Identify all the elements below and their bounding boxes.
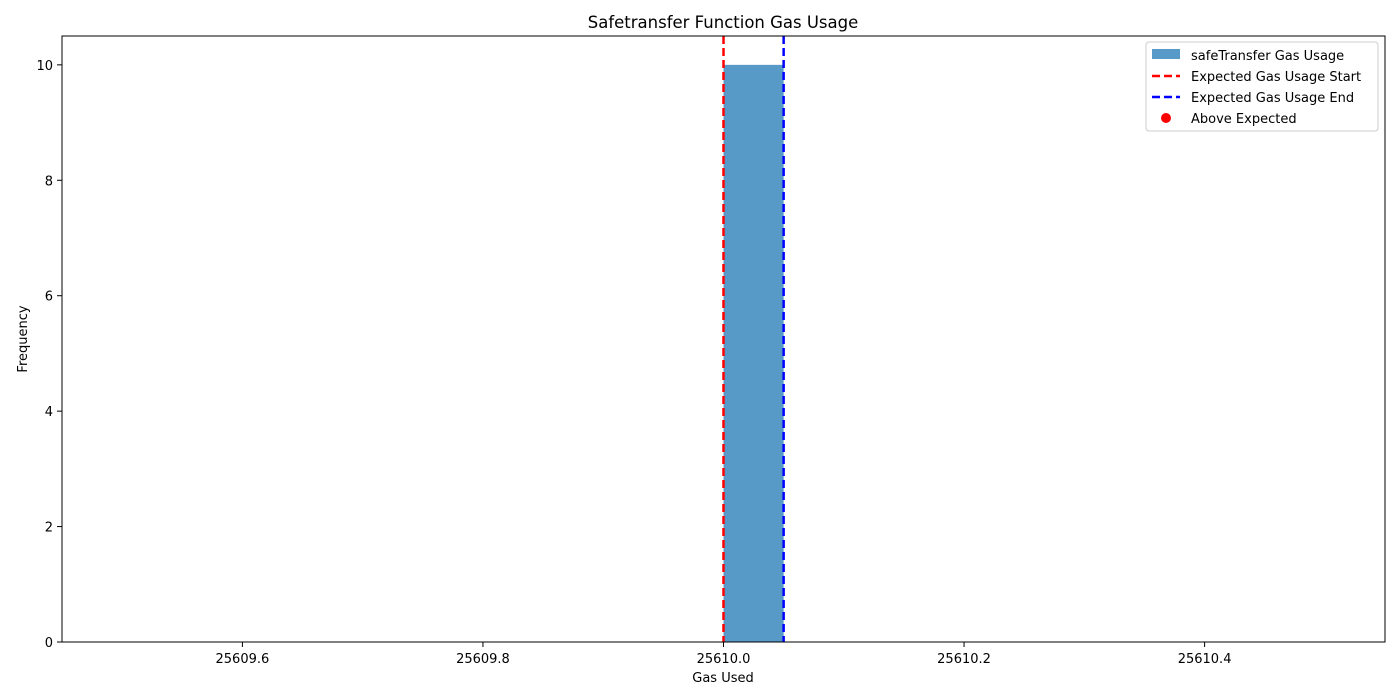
y-tick-label: 2 <box>45 521 53 536</box>
legend-swatch-histogram <box>1152 49 1180 59</box>
x-tick-label: 25610.2 <box>937 652 991 667</box>
y-axis-ticks: 0 2 4 6 8 10 <box>36 59 62 651</box>
histogram-bar <box>723 64 784 643</box>
y-tick-label: 6 <box>45 290 53 305</box>
y-tick-label: 0 <box>45 636 53 651</box>
y-tick-label: 4 <box>45 405 53 420</box>
x-axis-ticks: 25609.6 25609.8 25610.0 25610.2 25610.4 <box>216 642 1232 667</box>
legend-label-histogram: safeTransfer Gas Usage <box>1191 49 1344 64</box>
x-tick-label: 25610.4 <box>1178 652 1232 667</box>
x-tick-label: 25610.0 <box>697 652 751 667</box>
x-tick-label: 25609.6 <box>216 652 270 667</box>
legend: safeTransfer Gas Usage Expected Gas Usag… <box>1145 41 1379 132</box>
legend-label-above-expected: Above Expected <box>1191 112 1297 127</box>
bars-layer <box>723 64 784 643</box>
y-tick-label: 8 <box>45 174 53 189</box>
legend-label-expected-end: Expected Gas Usage End <box>1191 91 1354 106</box>
x-tick-label: 25609.8 <box>456 652 510 667</box>
vlines-layer <box>722 36 785 642</box>
x-axis-title: Gas Used <box>692 671 753 686</box>
chart-title: Safetransfer Function Gas Usage <box>588 13 859 32</box>
legend-swatch-above-expected <box>1161 113 1171 123</box>
legend-label-expected-start: Expected Gas Usage Start <box>1191 70 1361 85</box>
y-tick-label: 10 <box>36 59 53 74</box>
legend-box <box>1145 41 1379 132</box>
y-axis-title: Frequency <box>16 305 31 372</box>
